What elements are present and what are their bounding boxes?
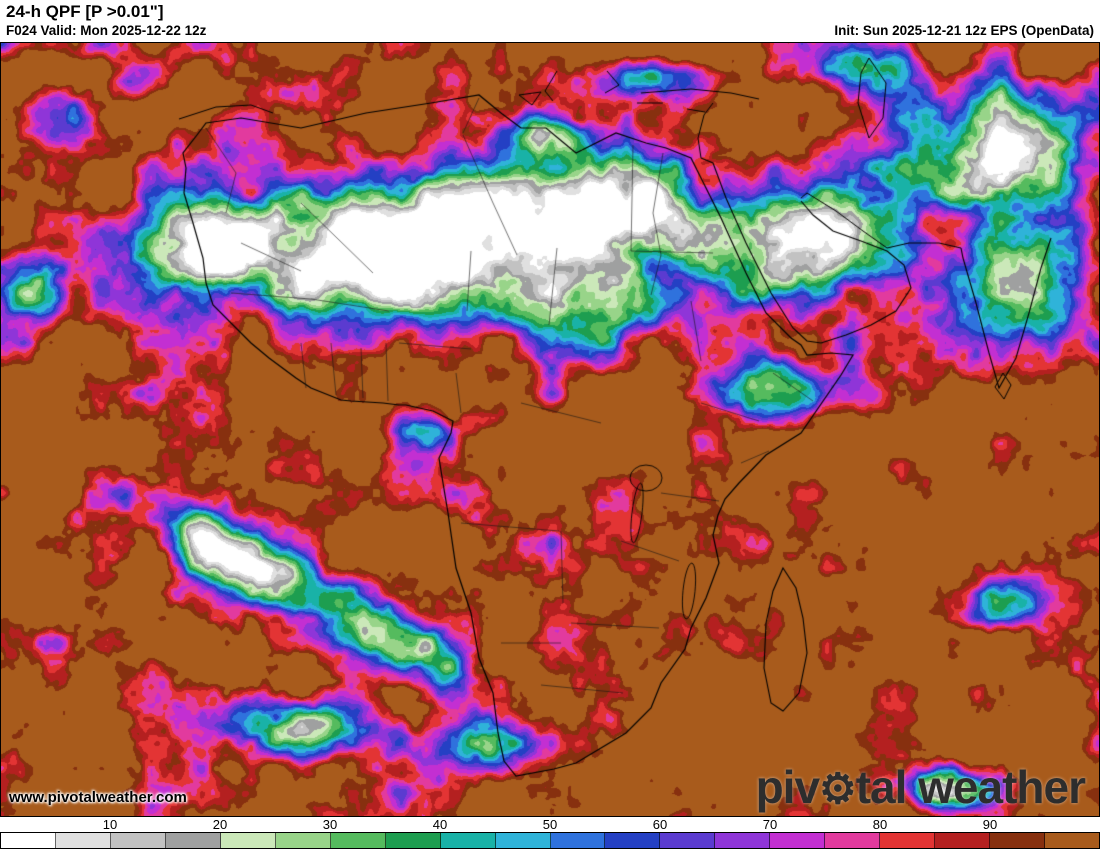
watermark: www.pivotalweather.com [9, 789, 187, 806]
colorbar-tick: 30 [322, 817, 338, 832]
colorbar-cell [55, 833, 111, 848]
colorbar-ticks: 10 20 30 40 50 60 70 80 90 [0, 817, 1100, 832]
colorbar-cell [990, 833, 1046, 848]
init-time-label: Init: Sun 2025-12-21 12z EPS (OpenData) [834, 23, 1094, 38]
colorbar-cell [330, 833, 386, 848]
colorbar-tick: 90 [982, 817, 998, 832]
colorbar-cell [935, 833, 991, 848]
colorbar-cell [165, 833, 221, 848]
valid-time-label: F024 Valid: Mon 2025-12-22 12z [6, 23, 207, 38]
pivotal-logo: piv⚙tal weather [755, 761, 1086, 814]
colorbar-cell [110, 833, 166, 848]
gear-icon: ⚙ [819, 765, 857, 812]
header: 24-h QPF [P >0.01"] F024 Valid: Mon 2025… [0, 0, 1100, 42]
colorbar-tick: 60 [652, 817, 668, 832]
colorbar-tick: 50 [542, 817, 558, 832]
colorbar-tick: 70 [762, 817, 778, 832]
colorbar-cell [440, 833, 496, 848]
colorbar-cells [0, 832, 1100, 849]
colorbar-tick: 20 [212, 817, 228, 832]
colorbar-tick: 80 [872, 817, 888, 832]
colorbar-tick: 10 [102, 817, 118, 832]
map-area: www.pivotalweather.com piv⚙tal weather [0, 42, 1100, 817]
logo-text-post: tal weather [855, 761, 1086, 813]
colorbar-cell [880, 833, 936, 848]
logo-text-pre: piv [755, 761, 820, 813]
colorbar-cell [385, 833, 441, 848]
colorbar-tick: 40 [432, 817, 448, 832]
colorbar-cell [275, 833, 331, 848]
colorbar-cell [770, 833, 826, 848]
colorbar-cell [1, 833, 56, 848]
map-title: 24-h QPF [P >0.01"] [6, 2, 164, 21]
weather-map-canvas [1, 43, 1099, 816]
colorbar-cell [220, 833, 276, 848]
colorbar-cell [825, 833, 881, 848]
colorbar: 10 20 30 40 50 60 70 80 90 [0, 817, 1100, 850]
colorbar-cell [605, 833, 661, 848]
colorbar-cell [495, 833, 551, 848]
colorbar-cell [715, 833, 771, 848]
colorbar-cell [550, 833, 606, 848]
colorbar-cell [660, 833, 716, 848]
colorbar-cell [1045, 833, 1100, 848]
